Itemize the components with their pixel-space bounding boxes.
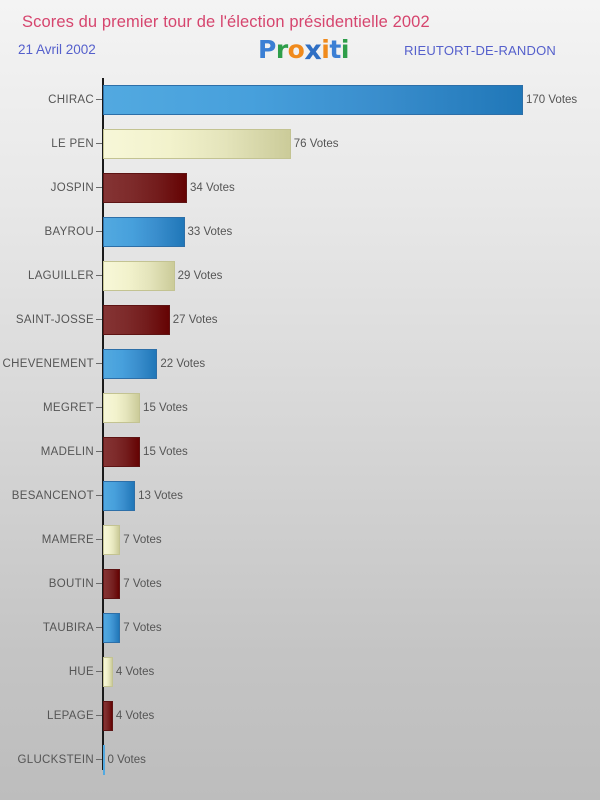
- commune-name: RIEUTORT-DE-RANDON: [404, 43, 556, 58]
- vote-count-label: 7 Votes: [123, 578, 162, 590]
- vote-count-label: 22 Votes: [160, 358, 206, 370]
- vote-bar: [103, 349, 158, 379]
- vote-bar: [103, 745, 105, 775]
- axis-tick: [96, 627, 102, 628]
- page-title: Scores du premier tour de l'élection pré…: [22, 13, 430, 31]
- vote-count-label: 29 Votes: [177, 270, 223, 282]
- bar-row: SAINT-JOSSE 27 Votes: [0, 298, 600, 342]
- axis-tick: [96, 275, 102, 276]
- bar-row: HUE 4 Votes: [0, 650, 600, 694]
- axis-tick: [96, 715, 102, 716]
- candidate-label: SAINT-JOSSE: [15, 314, 94, 326]
- logo-letter-t: t: [329, 35, 341, 64]
- logo-letter-i-second: i: [340, 35, 350, 64]
- election-date: 21 Avril 2002: [18, 42, 96, 57]
- logo-letter-o: o: [287, 35, 305, 64]
- vote-bar: [103, 569, 121, 599]
- candidate-label: BAYROU: [44, 226, 94, 238]
- bar-row: CHEVENEMENT 22 Votes: [0, 342, 600, 386]
- bar-row: BESANCENOT 13 Votes: [0, 474, 600, 518]
- bar-row: LE PEN 76 Votes: [0, 122, 600, 166]
- axis-tick: [96, 759, 102, 760]
- vote-count-label: 34 Votes: [190, 182, 235, 194]
- bar-row: GLUCKSTEIN 0 Votes: [0, 738, 600, 782]
- y-axis-line: [102, 78, 104, 770]
- vote-bar: [103, 613, 121, 643]
- vote-count-label: 15 Votes: [143, 446, 188, 458]
- bar-row: BAYROU 33 Votes: [0, 210, 600, 254]
- vote-bar: [103, 85, 523, 115]
- candidate-label: CHEVENEMENT: [2, 358, 94, 370]
- axis-tick: [96, 363, 102, 364]
- vote-count-label: 13 Votes: [138, 490, 183, 502]
- vote-count-label: 4 Votes: [115, 666, 155, 678]
- candidate-label: LAGUILLER: [28, 270, 94, 282]
- bar-row: TAUBIRA 7 Votes: [0, 606, 600, 650]
- candidate-label: LEPAGE: [47, 710, 94, 722]
- logo-letter-p: P: [258, 35, 276, 64]
- candidate-label: LE PEN: [51, 138, 94, 150]
- axis-tick: [96, 539, 102, 540]
- vote-count-label: 0 Votes: [107, 754, 146, 766]
- vote-bar: [103, 173, 187, 203]
- bar-row: MEGRET 15 Votes: [0, 386, 600, 430]
- logo-letter-x-icon: x: [304, 35, 322, 66]
- axis-tick: [96, 583, 102, 584]
- candidate-label: TAUBIRA: [42, 622, 94, 634]
- bar-row: MAMERE 7 Votes: [0, 518, 600, 562]
- candidate-label: CHIRAC: [48, 94, 94, 106]
- candidate-label: JOSPIN: [50, 182, 94, 194]
- candidate-label: GLUCKSTEIN: [17, 754, 94, 766]
- candidate-label: MADELIN: [40, 446, 94, 458]
- candidate-label: BOUTIN: [48, 578, 94, 590]
- bar-chart-plot: CHIRAC 170 Votes LE PEN 76 Votes JOSPIN 34 Vo…: [0, 78, 600, 778]
- axis-tick: [96, 187, 102, 188]
- axis-tick: [96, 407, 102, 408]
- bar-row: JOSPIN 34 Votes: [0, 166, 600, 210]
- candidate-label: MAMERE: [41, 534, 94, 546]
- axis-tick: [96, 671, 102, 672]
- vote-bar: [103, 525, 121, 555]
- bar-row: LAGUILLER 29 Votes: [0, 254, 600, 298]
- vote-bar: [103, 129, 291, 159]
- vote-count-label: 4 Votes: [115, 710, 155, 722]
- vote-count-label: 170 Votes: [526, 94, 578, 106]
- vote-bar: [103, 481, 136, 511]
- vote-count-label: 76 Votes: [293, 138, 339, 150]
- vote-bar: [103, 701, 113, 731]
- proxiti-logo[interactable]: Proxiti: [258, 35, 350, 66]
- vote-count-label: 27 Votes: [172, 314, 218, 326]
- vote-count-label: 15 Votes: [143, 402, 188, 414]
- logo-letter-r: r: [275, 35, 288, 64]
- axis-tick: [96, 319, 102, 320]
- candidate-label: BESANCENOT: [11, 490, 94, 502]
- candidate-label: MEGRET: [43, 402, 94, 414]
- bar-row: BOUTIN 7 Votes: [0, 562, 600, 606]
- bar-row: CHIRAC 170 Votes: [0, 78, 600, 122]
- axis-tick: [96, 231, 102, 232]
- vote-bar: [103, 393, 141, 423]
- vote-count-label: 7 Votes: [123, 534, 162, 546]
- bar-row: LEPAGE 4 Votes: [0, 694, 600, 738]
- vote-bar: [103, 437, 141, 467]
- axis-tick: [96, 99, 102, 100]
- axis-tick: [96, 143, 102, 144]
- vote-count-label: 33 Votes: [187, 226, 233, 238]
- vote-count-label: 7 Votes: [123, 622, 162, 634]
- vote-bar: [103, 261, 175, 291]
- vote-bar: [103, 217, 185, 247]
- axis-tick: [96, 451, 102, 452]
- candidate-label: HUE: [68, 666, 94, 678]
- bar-row: MADELIN 15 Votes: [0, 430, 600, 474]
- vote-bar: [103, 657, 113, 687]
- vote-bar: [103, 305, 170, 335]
- logo-letter-i-first: i: [321, 35, 330, 64]
- axis-tick: [96, 495, 102, 496]
- chart-header: Scores du premier tour de l'élection pré…: [0, 0, 600, 72]
